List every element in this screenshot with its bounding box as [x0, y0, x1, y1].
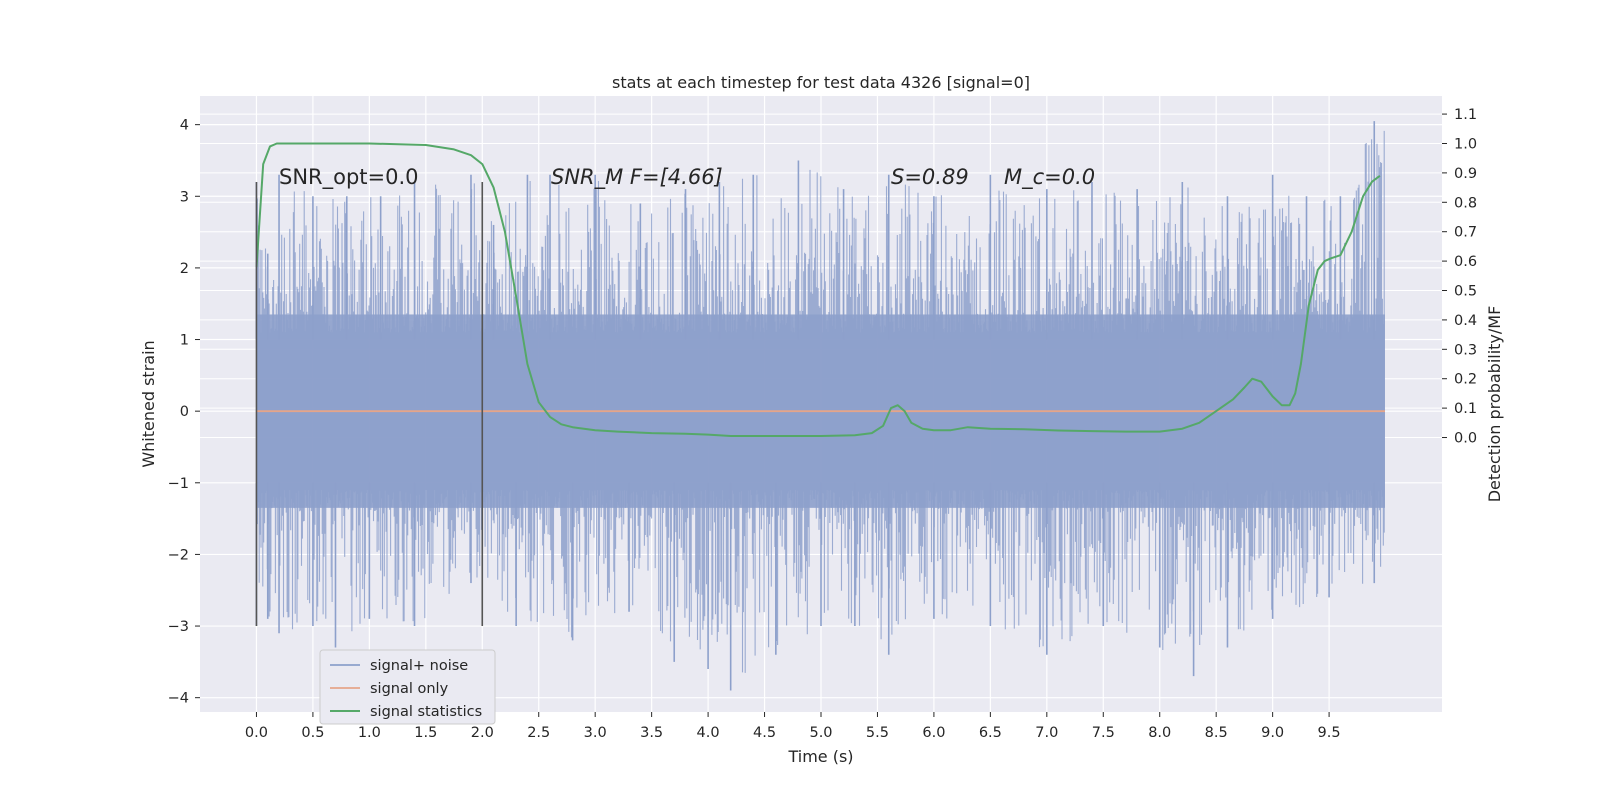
annotation-snr-mf: SNR_M F=[4.66]	[551, 165, 723, 190]
x-tick-label-1: 0.5	[301, 725, 324, 741]
y2-tick-label-5: 0.6	[1454, 254, 1477, 270]
annotation-s: S=0.89	[891, 165, 969, 189]
annotations: SNR_opt=0.0 SNR_M F=[4.66] S=0.89 M_c=0.…	[279, 165, 1095, 190]
x-tick-label-7: 3.5	[640, 725, 663, 741]
vertical-markers	[255, 181, 484, 627]
y2-tick-label-0: 1.1	[1454, 107, 1477, 123]
y-tick-label-8: −4	[168, 691, 189, 707]
y-tick-label-0: 4	[180, 118, 189, 134]
y-tick-label-3: 1	[180, 333, 189, 349]
x-tick-label-4: 2.0	[471, 725, 494, 741]
annotation-mc: M_c=0.0	[1004, 165, 1095, 190]
y2-tick-label-9: 0.2	[1454, 372, 1477, 388]
y-tick-label-2: 2	[180, 261, 189, 277]
x-tick-label-0: 0.0	[245, 725, 268, 741]
axis-ticks: 0.0 0.5 1.0 1.5 2.0 2.5 3.0 3.5 4.0 4.5 5.0 5.5 6.0 6…	[168, 107, 1477, 741]
y-tick-label-7: −3	[168, 619, 189, 635]
x-tick-label-3: 1.5	[414, 725, 437, 741]
y2-tick-label-3: 0.8	[1454, 195, 1477, 211]
x-tick-label-2: 1.0	[358, 725, 381, 741]
y-tick-label-5: −1	[168, 476, 189, 492]
y-tick-label-1: 3	[180, 189, 189, 205]
y-tick-label-4: 0	[180, 404, 189, 420]
legend: signal+ noise signal only signal statist…	[319, 649, 496, 725]
y2-axis-title: Detection probability/MF	[1485, 306, 1504, 503]
x-tick-label-19: 9.5	[1318, 725, 1341, 741]
x-tick-label-9: 4.5	[753, 725, 776, 741]
x-tick-label-14: 7.0	[1035, 725, 1058, 741]
x-tick-label-16: 8.0	[1148, 725, 1171, 741]
chart-title: stats at each timestep for test data 432…	[612, 73, 1030, 92]
y2-tick-label-2: 0.9	[1454, 166, 1477, 182]
x-tick-label-12: 6.0	[922, 725, 945, 741]
y2-tick-label-11: 0.0	[1454, 431, 1477, 447]
series-signal-statistics	[255, 142, 1381, 437]
y2-tick-label-6: 0.5	[1454, 284, 1477, 300]
legend-label-signal-statistics: signal statistics	[370, 704, 482, 720]
y-axis-title: Whitened strain	[139, 340, 158, 467]
x-tick-label-18: 9.0	[1261, 725, 1284, 741]
x-axis-title: Time (s)	[787, 747, 853, 766]
x-tick-label-8: 4.0	[697, 725, 720, 741]
legend-label-signal-noise: signal+ noise	[370, 658, 468, 674]
x-tick-label-6: 3.0	[584, 725, 607, 741]
x-tick-label-17: 8.5	[1205, 725, 1228, 741]
x-tick-label-11: 5.5	[866, 725, 889, 741]
y-tick-label-6: −2	[168, 547, 189, 563]
x-tick-label-13: 6.5	[979, 725, 1002, 741]
y2-tick-label-10: 0.1	[1454, 401, 1477, 417]
line-layer	[255, 142, 1385, 437]
x-tick-label-15: 7.5	[1092, 725, 1115, 741]
y2-tick-label-7: 0.4	[1454, 313, 1477, 329]
legend-label-signal-only: signal only	[370, 681, 449, 697]
y2-tick-label-8: 0.3	[1454, 342, 1477, 358]
annotation-snr-opt: SNR_opt=0.0	[279, 165, 419, 190]
legend-box	[319, 649, 496, 725]
y2-tick-label-4: 0.7	[1454, 225, 1477, 241]
x-tick-label-5: 2.5	[527, 725, 550, 741]
y2-tick-label-1: 1.0	[1454, 136, 1477, 152]
x-tick-label-10: 5.0	[809, 725, 832, 741]
